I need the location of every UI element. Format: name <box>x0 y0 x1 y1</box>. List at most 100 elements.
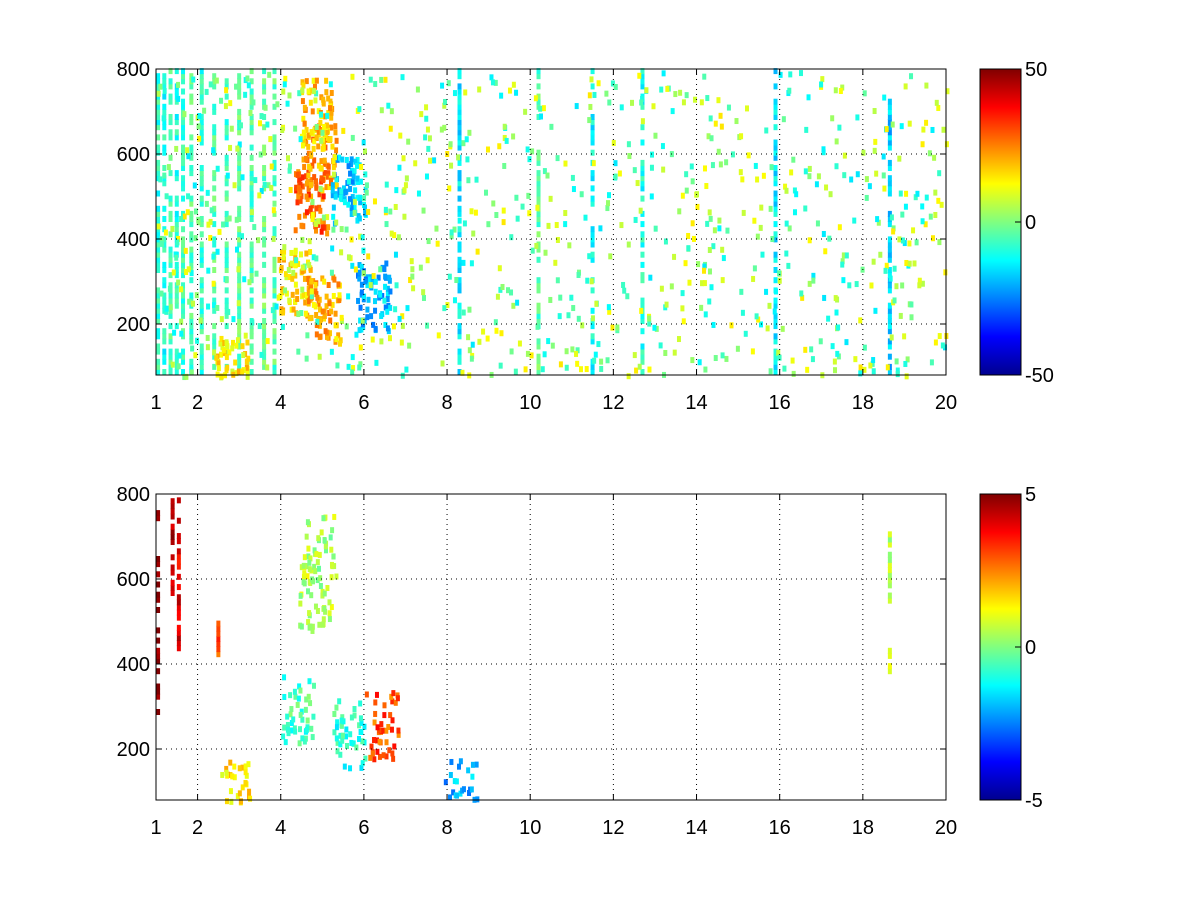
heatmap-cell <box>887 312 892 319</box>
heatmap-cell <box>348 765 353 772</box>
heatmap-cell <box>536 256 541 263</box>
heatmap-cell <box>186 266 191 273</box>
heatmap-cell <box>387 335 392 342</box>
heatmap-cell <box>174 369 179 375</box>
heatmap-cell <box>924 119 929 126</box>
heatmap-cell <box>300 87 305 94</box>
heatmap-cell <box>708 115 713 122</box>
heatmap-cell <box>773 124 778 131</box>
heatmap-cell <box>309 278 314 285</box>
heatmap-cell <box>293 249 298 256</box>
heatmap-cell <box>596 80 601 87</box>
heatmap-cell <box>391 755 396 762</box>
heatmap-cell <box>649 193 654 200</box>
heatmap-cell <box>224 154 229 161</box>
heatmap-cell <box>168 154 173 161</box>
heatmap-cell <box>318 575 323 582</box>
heatmap-cell <box>195 337 200 344</box>
heatmap-cell <box>330 527 335 534</box>
heatmap-cell <box>299 222 304 229</box>
heatmap-cell <box>339 226 344 233</box>
heatmap-cell <box>362 293 367 300</box>
heatmap-cell <box>917 277 922 284</box>
heatmap-cell <box>181 68 186 75</box>
heatmap-cell <box>321 218 326 225</box>
heatmap-cell <box>382 266 387 273</box>
heatmap-cell <box>840 258 845 265</box>
heatmap-cell <box>590 236 595 243</box>
heatmap-cell <box>225 364 230 371</box>
heatmap-cell <box>393 306 398 313</box>
colorbar-tick-label: -5 <box>1025 790 1043 812</box>
heatmap-cell <box>702 73 707 80</box>
heatmap-cell <box>634 367 639 374</box>
heatmap-cell <box>393 699 398 706</box>
heatmap-cell <box>587 92 592 99</box>
heatmap-cell <box>778 71 783 78</box>
heatmap-cell <box>302 120 307 127</box>
heatmap-cell <box>293 728 298 735</box>
heatmap-cell <box>228 100 233 107</box>
heatmap-cell <box>219 316 224 323</box>
heatmap-cell <box>349 156 354 163</box>
heatmap-cell <box>314 124 319 131</box>
heatmap-cell <box>156 318 161 324</box>
heatmap-cell <box>237 287 242 294</box>
heatmap-cell <box>338 751 343 758</box>
heatmap-cell <box>181 129 186 136</box>
heatmap-cell <box>272 328 277 335</box>
heatmap-cell <box>224 129 229 136</box>
heatmap-cell <box>626 373 631 380</box>
heatmap-cell <box>183 247 188 254</box>
heatmap-cell <box>298 726 303 733</box>
heatmap-cell <box>361 270 366 277</box>
heatmap-cell <box>840 261 845 268</box>
heatmap-cell <box>199 170 204 177</box>
heatmap-cell <box>377 727 382 734</box>
heatmap-cell <box>272 93 277 100</box>
heatmap-cell <box>199 358 204 365</box>
heatmap-cell <box>296 348 301 355</box>
heatmap-cell <box>262 292 267 299</box>
heatmap-cell <box>156 210 161 217</box>
heatmap-cell <box>246 82 251 89</box>
heatmap-cell <box>683 260 688 267</box>
heatmap-cell <box>387 747 392 754</box>
heatmap-cell <box>462 220 467 227</box>
heatmap-cell <box>789 169 794 176</box>
heatmap-cell <box>237 241 242 248</box>
heatmap-cell <box>606 304 611 311</box>
heatmap-cell <box>272 287 277 294</box>
heatmap-cell <box>234 246 239 253</box>
heatmap-cell <box>237 277 242 284</box>
heatmap-cell <box>186 153 191 160</box>
heatmap-cell <box>887 328 892 335</box>
heatmap-cell <box>704 183 709 190</box>
heatmap-cell <box>607 99 612 106</box>
heatmap-cell <box>517 340 522 347</box>
heatmap-cell <box>536 312 541 319</box>
heatmap-cell <box>340 156 345 163</box>
heatmap-cell <box>194 292 199 299</box>
heatmap-cell <box>181 267 186 273</box>
heatmap-cell <box>234 83 239 90</box>
heatmap-cell <box>443 779 448 786</box>
heatmap-cell <box>590 287 595 294</box>
heatmap-cell <box>338 340 343 347</box>
heatmap-cell <box>333 193 338 200</box>
heatmap-cell <box>681 99 686 106</box>
heatmap-cell <box>467 347 472 354</box>
heatmap-cell <box>710 162 715 169</box>
heatmap-cell <box>181 144 186 151</box>
heatmap-cell <box>317 551 322 558</box>
heatmap-cell <box>156 333 161 340</box>
heatmap-cell <box>300 264 305 271</box>
heatmap-cell <box>170 569 175 576</box>
heatmap-cell <box>181 307 186 314</box>
heatmap-cell <box>548 296 553 303</box>
heatmap-cell <box>212 267 217 273</box>
heatmap-cell <box>299 708 304 715</box>
heatmap-cell <box>457 185 462 192</box>
heatmap-cell <box>640 195 645 202</box>
heatmap-cell <box>156 267 161 273</box>
